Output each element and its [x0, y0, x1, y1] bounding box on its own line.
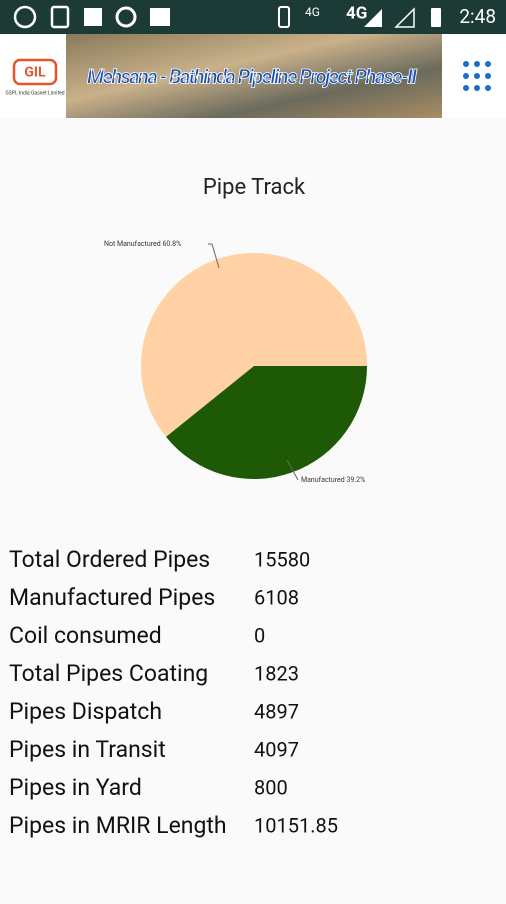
row-value: 10151.85 [254, 813, 338, 837]
row-value: 1823 [254, 661, 299, 685]
logo [12, 58, 58, 86]
row-value: 6108 [254, 585, 299, 609]
slice-label: Not Manufactured 60.8% [104, 240, 181, 248]
row-label: Pipes in Yard [9, 774, 142, 801]
stats-table: Total Ordered Pipes 15580 Manufactured Pip… [9, 546, 338, 839]
row-label: Pipes in MRIR Length [9, 812, 227, 839]
network-type: 4G [346, 3, 367, 23]
chart-title: Pipe Track [203, 175, 306, 200]
row-value: 800 [254, 775, 288, 799]
logo-text: GIL [24, 65, 46, 81]
slice-label: Manufactured 39.2% [301, 476, 365, 484]
pie-slice [141, 253, 367, 437]
banner-image [66, 34, 442, 118]
banner-title: Mehsana - Bathinda Pipeline Project Phas… [87, 64, 417, 88]
row-label: Total Pipes Coating [9, 660, 208, 687]
status-icons [13, 5, 441, 29]
pie-slice [166, 366, 367, 480]
status-bar [0, 0, 506, 34]
row-label: Total Ordered Pipes [9, 546, 210, 573]
row-label: Coil consumed [9, 622, 162, 649]
row-value: 0 [254, 623, 265, 647]
leader-line [286, 459, 299, 481]
row-label: Pipes Dispatch [9, 698, 162, 725]
network-type: 4G [305, 5, 320, 19]
company-name: GSPL India Gasnet Limited [5, 90, 64, 96]
row-value: 4897 [254, 699, 299, 723]
row-value: 15580 [254, 547, 310, 571]
row-label: Pipes in Transit [9, 736, 166, 763]
menu-button[interactable] [463, 61, 491, 91]
clock: 2:48 [459, 5, 496, 28]
row-label: Manufactured Pipes [9, 584, 215, 611]
row-value: 4097 [254, 737, 299, 761]
pie [141, 253, 367, 480]
leader-line [211, 243, 220, 269]
